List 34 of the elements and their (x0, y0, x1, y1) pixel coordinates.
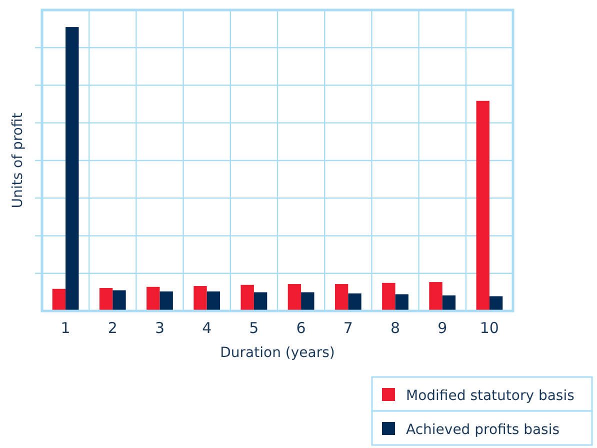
bar (112, 290, 126, 311)
bar (288, 284, 302, 311)
x-axis-title: Duration (years) (220, 345, 335, 361)
bar (99, 288, 113, 311)
x-tick-label: 10 (480, 319, 499, 337)
bar (395, 294, 408, 311)
bar (194, 286, 207, 311)
bar (66, 27, 79, 311)
y-axis-title: Units of profit (10, 112, 26, 208)
bar (429, 282, 442, 311)
bar (442, 295, 456, 311)
x-tick-label: 6 (296, 319, 306, 337)
bar (160, 291, 173, 311)
bar (334, 284, 348, 311)
bar (489, 296, 503, 311)
x-tick-label: 5 (249, 319, 259, 337)
bar (348, 293, 362, 311)
legend-label: Modified statutory basis (406, 388, 574, 404)
x-tick-label: 9 (438, 319, 448, 337)
bar (301, 292, 314, 311)
bar (382, 282, 396, 311)
x-tick-label: 7 (343, 319, 353, 337)
legend-label: Achieved profits basis (406, 422, 560, 438)
x-tick-label: 1 (60, 319, 70, 337)
bar (240, 284, 254, 311)
bar (254, 292, 268, 311)
x-tick-label: 4 (202, 319, 212, 337)
bar (52, 288, 66, 311)
bar (476, 100, 490, 311)
x-tick-label: 2 (108, 319, 118, 337)
x-tick-label: 8 (390, 319, 400, 337)
bar (146, 286, 160, 311)
bar (206, 291, 220, 311)
x-tick-label: 3 (154, 319, 165, 337)
